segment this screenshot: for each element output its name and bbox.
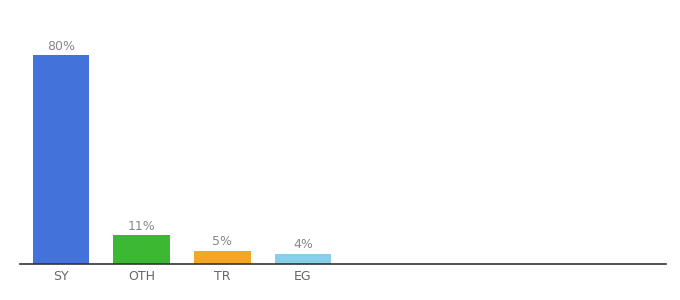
Text: 5%: 5% <box>212 235 233 248</box>
Text: 11%: 11% <box>128 220 156 233</box>
Bar <box>114 235 170 264</box>
Text: 80%: 80% <box>47 40 75 53</box>
Bar <box>275 254 331 264</box>
Bar <box>33 55 89 264</box>
Bar <box>194 251 250 264</box>
Text: 4%: 4% <box>293 238 313 251</box>
